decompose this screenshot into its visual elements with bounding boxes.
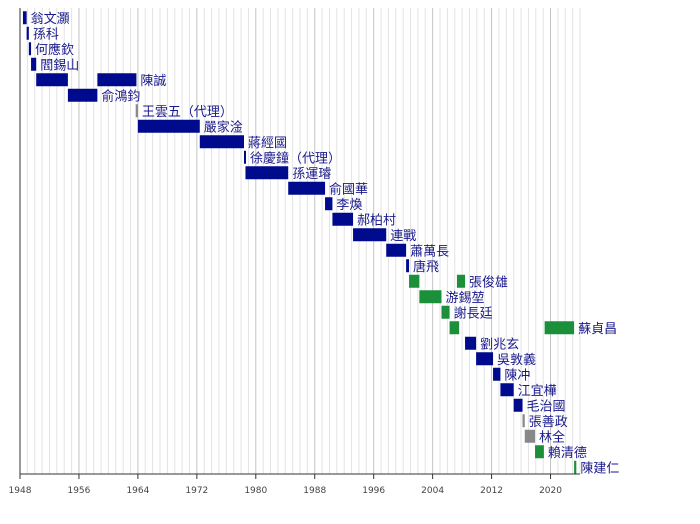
- term-bar: [353, 228, 387, 242]
- premier-label: 毛治國: [527, 399, 566, 414]
- term-bar: [524, 429, 536, 443]
- term-bar: [67, 88, 98, 102]
- x-tick-label: 2020: [539, 486, 562, 496]
- term-bar: [544, 321, 575, 335]
- term-bar: [199, 135, 244, 149]
- premier-label: 孫運璿: [292, 167, 331, 182]
- premier-label: 張俊雄: [469, 275, 508, 290]
- premier-label: 嚴家淦: [204, 119, 243, 135]
- term-bar: [137, 119, 200, 133]
- term-bar: [244, 150, 246, 164]
- term-bar: [535, 445, 544, 459]
- premier-label: 謝長廷: [454, 306, 493, 321]
- term-bar: [36, 73, 68, 87]
- premier-label: 劉兆玄: [480, 337, 519, 352]
- term-bar: [26, 26, 29, 40]
- term-bar: [332, 212, 354, 226]
- x-axis-ticks: 1948 1956 1964 1972 1980 1988 1996 2004 2012 2020: [9, 474, 562, 496]
- premier-label: 江宜樺: [518, 384, 557, 399]
- term-bar: [419, 290, 442, 304]
- premier-label: 林全: [539, 429, 565, 445]
- term-bar: [522, 414, 525, 428]
- x-tick-label: 1988: [303, 486, 326, 496]
- premier-label: 陳建仁: [580, 461, 619, 476]
- premier-label: 陳冲: [504, 368, 530, 383]
- premier-label: 孫科: [33, 27, 59, 42]
- x-tick-label: 2004: [421, 486, 444, 496]
- term-bar: [513, 398, 523, 412]
- premier-label: 蔣經國: [248, 136, 287, 151]
- premier-label: 俞鴻鈞: [101, 88, 140, 104]
- x-tick-label: 1964: [126, 486, 149, 496]
- premier-label: 郝柏村: [357, 213, 396, 228]
- term-bar: [28, 42, 32, 56]
- term-bar: [449, 321, 460, 335]
- term-bar: [325, 197, 333, 211]
- term-bar: [31, 57, 37, 71]
- premier-label: 賴清德: [548, 446, 587, 461]
- term-bar: [441, 305, 450, 319]
- x-tick-label: 1980: [244, 486, 267, 496]
- premier-label: 何應欽: [35, 42, 74, 58]
- premier-label: 蘇貞昌: [578, 322, 617, 337]
- term-bar: [465, 336, 477, 350]
- premier-label: 吳敦義: [497, 352, 536, 368]
- premier-label: 徐慶鐘（代理）: [250, 150, 341, 166]
- premier-label: 李煥: [336, 198, 362, 213]
- term-bar: [574, 460, 577, 474]
- term-bar: [493, 367, 501, 381]
- term-bar: [476, 352, 494, 366]
- term-bar: [22, 11, 27, 25]
- x-tick-label: 2012: [480, 486, 503, 496]
- premier-label: 王雲五（代理）: [142, 105, 233, 120]
- x-tick-label: 1948: [9, 486, 32, 496]
- term-bar: [97, 73, 137, 87]
- term-bar: [135, 104, 138, 118]
- term-bar: [456, 274, 466, 288]
- x-tick-label: 1996: [362, 486, 385, 496]
- premier-label: 蕭萬長: [410, 244, 449, 259]
- premier-label: 俞國華: [329, 181, 368, 197]
- term-bar: [406, 259, 410, 273]
- x-tick-label: 1956: [67, 486, 90, 496]
- premier-label: 游錫堃: [445, 290, 484, 306]
- premier-label: 唐飛: [413, 259, 439, 275]
- term-bars: [22, 11, 577, 474]
- term-bar: [409, 274, 420, 288]
- term-bar: [386, 243, 407, 257]
- premier-label: 陳誠: [140, 74, 166, 89]
- premier-label: 連戰: [390, 229, 416, 244]
- premier-label: 閻錫山: [40, 58, 79, 73]
- premier-label: 張善政: [529, 414, 568, 430]
- premier-label: 翁文灝: [31, 11, 70, 27]
- term-bar: [500, 383, 514, 397]
- x-tick-label: 1972: [185, 486, 208, 496]
- term-bar: [288, 181, 326, 195]
- premier-labels: 翁文灝孫科何應欽閻錫山陳誠俞鴻鈞王雲五（代理）嚴家淦蔣經國徐慶鐘（代理）孫運璿俞…: [31, 11, 620, 477]
- term-bar: [245, 166, 289, 180]
